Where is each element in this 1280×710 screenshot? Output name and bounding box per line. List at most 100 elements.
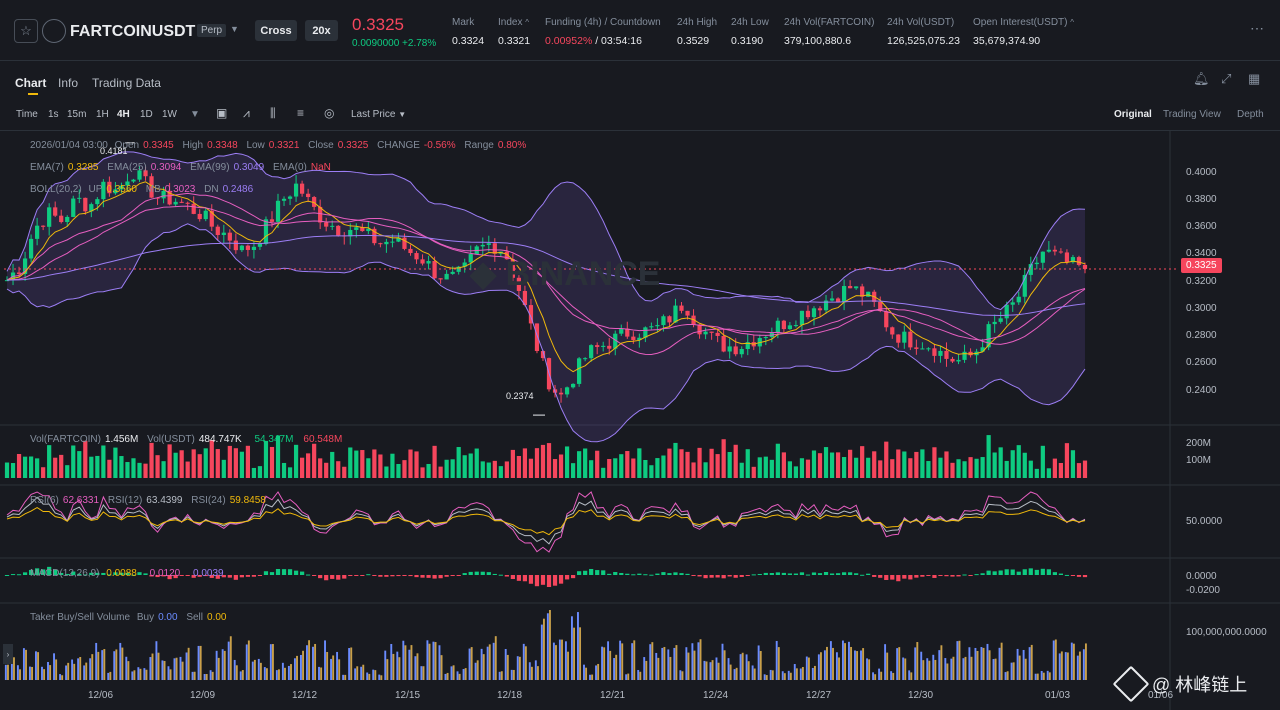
taker-buy-bar bbox=[914, 647, 917, 680]
symbol-dropdown-icon[interactable]: ▼ bbox=[230, 24, 239, 34]
volume-bar bbox=[360, 450, 365, 478]
candle-body bbox=[866, 291, 871, 297]
macd-histogram-bar bbox=[444, 575, 449, 577]
candle-body bbox=[986, 324, 991, 348]
leverage-button[interactable]: 20x bbox=[305, 20, 338, 41]
macd-histogram-bar bbox=[161, 575, 166, 577]
macd-histogram-bar bbox=[281, 569, 287, 575]
candle-body bbox=[1064, 252, 1070, 263]
interval-4h[interactable]: 4H bbox=[117, 109, 130, 120]
taker-buy-bar bbox=[131, 671, 134, 680]
interval-1w[interactable]: 1W bbox=[162, 109, 177, 120]
macd-histogram-bar bbox=[1028, 568, 1033, 575]
macd-histogram-bar bbox=[872, 575, 877, 577]
taker-buy-bar bbox=[281, 662, 284, 680]
volume-bar bbox=[914, 451, 919, 478]
taker-buy-bar bbox=[510, 669, 513, 680]
taker-sell-bar bbox=[633, 640, 636, 680]
symbol-name[interactable]: FARTCOINUSDT bbox=[70, 23, 196, 40]
favorite-star-icon[interactable]: ☆ bbox=[14, 19, 38, 43]
expand-icon[interactable]: ⤢ bbox=[1221, 71, 1232, 86]
view-depth[interactable]: Depth bbox=[1237, 109, 1264, 120]
candle-body bbox=[53, 207, 58, 216]
volume-bar bbox=[878, 460, 883, 478]
volume-bar bbox=[811, 450, 817, 478]
taker-buy-bar bbox=[998, 647, 1001, 680]
volume-bar bbox=[757, 457, 762, 478]
taker-sell-bar bbox=[759, 650, 762, 680]
taker-sell-bar bbox=[783, 673, 786, 680]
volume-bar bbox=[890, 459, 895, 478]
candle-body bbox=[613, 333, 618, 349]
kline-chart[interactable]: ◆ BINANCE bbox=[0, 130, 1280, 710]
volume-bar bbox=[354, 450, 359, 478]
layout-grid-icon[interactable]: ▦ bbox=[1248, 71, 1261, 86]
candle-type-icon[interactable]: ⫼ bbox=[270, 106, 276, 120]
interval-15m[interactable]: 15m bbox=[67, 109, 87, 120]
macd-histogram-bar bbox=[866, 573, 871, 575]
taker-buy-bar bbox=[944, 658, 947, 680]
candle-body bbox=[233, 240, 238, 251]
tab-info[interactable]: Info bbox=[58, 76, 79, 90]
view-original[interactable]: Original bbox=[1114, 109, 1152, 120]
interval-1h[interactable]: 1H bbox=[96, 109, 109, 120]
macd-histogram-bar bbox=[227, 575, 232, 578]
candle-body bbox=[896, 334, 901, 343]
interval-1s[interactable]: 1s bbox=[48, 109, 59, 120]
macd-histogram-bar bbox=[263, 571, 269, 575]
macd-histogram-bar bbox=[384, 575, 389, 577]
candle-body bbox=[245, 245, 251, 250]
taker-buy-bar bbox=[781, 671, 784, 680]
candle-body bbox=[595, 345, 600, 347]
indicator-icon[interactable]: ⩘ bbox=[243, 106, 250, 120]
macd-histogram-bar bbox=[155, 575, 160, 578]
interval-dropdown-icon[interactable]: ▼ bbox=[190, 109, 200, 120]
taker-buy-bar bbox=[528, 662, 531, 680]
candle-body bbox=[275, 200, 281, 222]
expand-panel-icon[interactable]: › bbox=[3, 644, 13, 664]
taker-sell-bar bbox=[500, 671, 503, 680]
candle-body bbox=[414, 253, 419, 260]
taker-sell-bar bbox=[777, 647, 780, 680]
volume-bar bbox=[281, 462, 287, 478]
taker-buy-bar bbox=[625, 674, 628, 680]
volume-bar bbox=[619, 454, 624, 478]
taker-sell-bar bbox=[645, 660, 648, 680]
interval-1d[interactable]: 1D bbox=[140, 109, 153, 120]
candle-body bbox=[938, 350, 943, 356]
taker-sell-bar bbox=[350, 647, 353, 680]
candle-body bbox=[661, 316, 666, 326]
taker-buy-bar bbox=[179, 656, 182, 680]
tab-chart[interactable]: Chart bbox=[15, 76, 47, 90]
margin-mode-button[interactable]: Cross bbox=[255, 20, 297, 41]
tab-trading-data[interactable]: Trading Data bbox=[92, 76, 161, 90]
candle-body bbox=[125, 181, 130, 186]
taker-buy-bar bbox=[47, 661, 49, 680]
view-trading-view[interactable]: Trading View bbox=[1163, 109, 1221, 120]
volume-bar bbox=[77, 451, 82, 478]
volume-bar bbox=[625, 451, 630, 478]
taker-sell-bar bbox=[663, 646, 666, 680]
volume-bar bbox=[167, 444, 172, 478]
volume-bar bbox=[522, 448, 528, 478]
candle-body bbox=[426, 261, 431, 264]
macd-histogram-bar bbox=[908, 575, 913, 580]
crosshair-icon[interactable]: ◎ bbox=[324, 106, 335, 120]
volume-bar bbox=[203, 448, 208, 478]
volume-bar bbox=[691, 462, 696, 478]
coin-logo-icon bbox=[42, 19, 66, 43]
taker-buy-bar bbox=[185, 652, 188, 680]
calendar-icon[interactable]: ▣ bbox=[216, 106, 228, 120]
price-type-select[interactable]: Last Price ▼ bbox=[351, 109, 407, 120]
macd-histogram-bar bbox=[53, 569, 58, 575]
interval-time[interactable]: Time bbox=[16, 109, 38, 120]
taker-sell-bar bbox=[205, 673, 208, 680]
more-options-icon[interactable]: ⋯ bbox=[1250, 20, 1264, 36]
high-marker-label: 0.4181 bbox=[100, 146, 128, 156]
taker-sell-bar bbox=[976, 650, 979, 680]
alert-bell-icon[interactable]: 🔔︎ bbox=[1193, 71, 1210, 86]
taker-sell-bar bbox=[482, 654, 485, 680]
taker-buy-bar bbox=[962, 658, 965, 680]
settings-icon[interactable]: ≡ bbox=[297, 106, 305, 120]
taker-buy-bar bbox=[119, 642, 122, 680]
